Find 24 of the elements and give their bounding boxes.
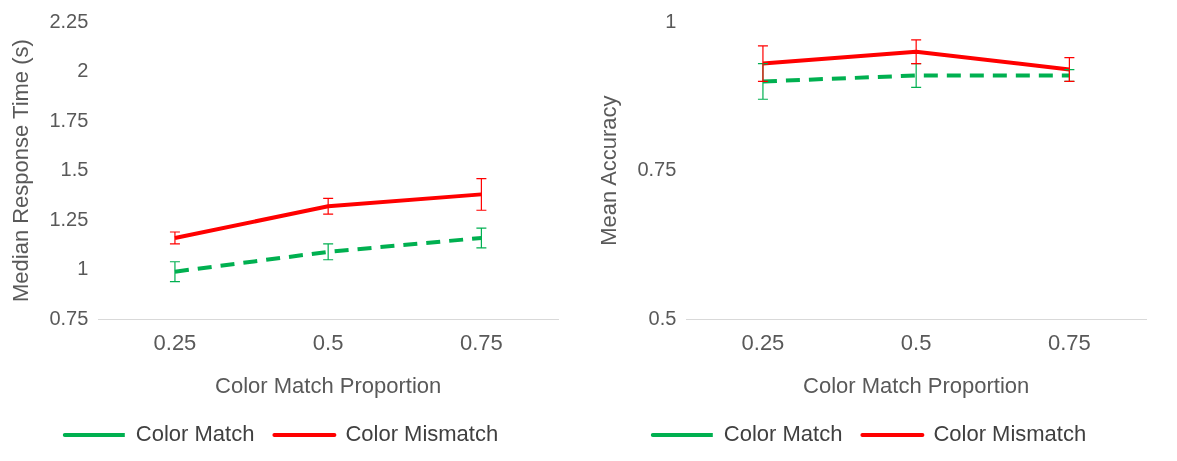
legend-label: Color Match xyxy=(723,421,843,447)
x-tick-label: 0.75 xyxy=(1047,330,1091,356)
y-tick-label: 0.75 xyxy=(637,158,677,181)
y-tick-label: 2 xyxy=(77,59,89,82)
x-tick-label: 0.75 xyxy=(459,330,503,356)
y-tick-label: 1.25 xyxy=(49,207,89,230)
y-tick-label: 1.75 xyxy=(49,108,89,131)
y-tick-label: 0.75 xyxy=(49,306,89,329)
y-axis-title: Mean Accuracy xyxy=(596,95,622,246)
x-tick-label: 0.25 xyxy=(741,330,785,356)
x-axis-title: Color Match Proportion xyxy=(803,372,1030,398)
y-axis-title: Median Response Time (s) xyxy=(8,39,34,303)
y-tick-label: 0.5 xyxy=(648,306,677,329)
y-tick-label: 1 xyxy=(77,257,89,280)
x-axis-title: Color Match Proportion xyxy=(215,372,442,398)
legend-label: Color Match xyxy=(135,421,255,447)
x-tick-label: 0.25 xyxy=(153,330,197,356)
x-tick-label: 0.5 xyxy=(900,330,932,356)
x-tick-label: 0.5 xyxy=(312,330,344,356)
legend-label: Color Mismatch xyxy=(933,421,1087,447)
y-tick-label: 1 xyxy=(665,9,677,32)
legend-label: Color Mismatch xyxy=(345,421,499,447)
y-tick-label: 1.5 xyxy=(60,158,89,181)
y-tick-label: 2.25 xyxy=(49,9,89,32)
